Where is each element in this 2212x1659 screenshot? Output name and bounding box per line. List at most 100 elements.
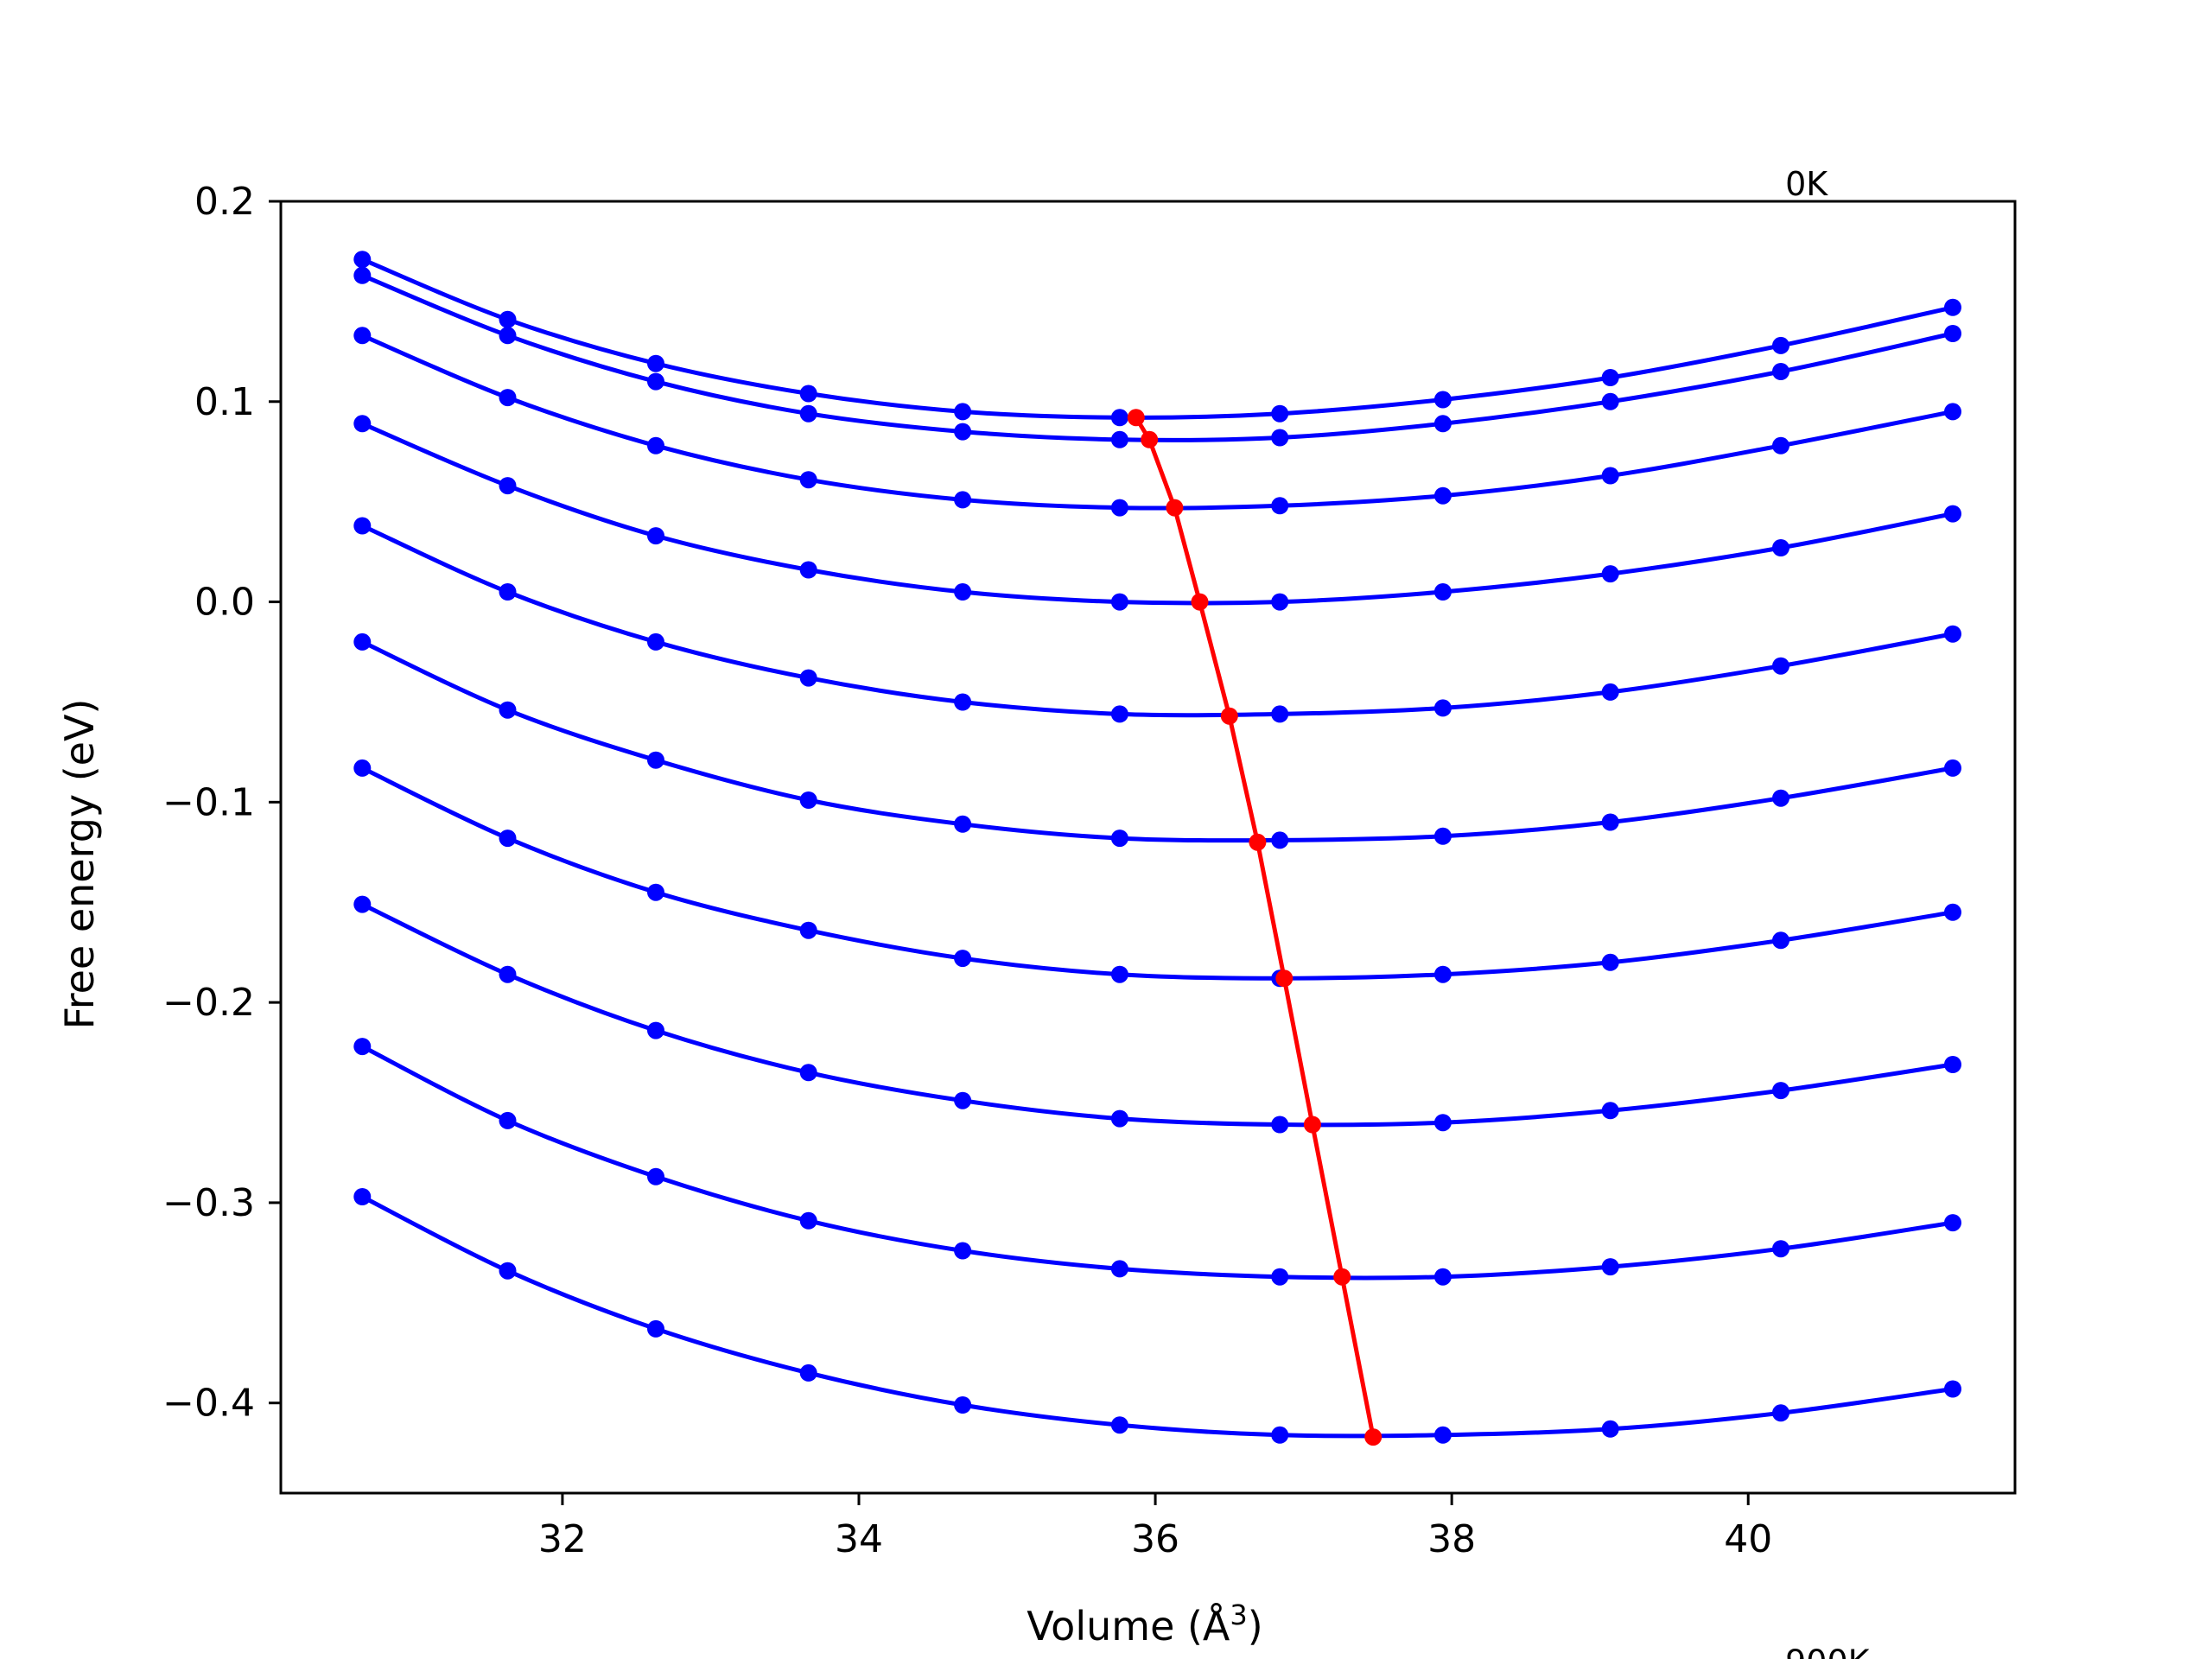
series-6-point-9 xyxy=(1601,813,1619,831)
series-6-point-4 xyxy=(799,791,817,809)
minima-point-10 xyxy=(1364,1428,1382,1446)
series-5-point-9 xyxy=(1601,683,1619,701)
series-1-point-4 xyxy=(799,385,817,403)
series-3-point-8 xyxy=(1433,486,1452,505)
series-7-point-6 xyxy=(1110,965,1128,983)
series-6-point-11 xyxy=(1944,759,1961,777)
series-3-point-3 xyxy=(647,436,664,454)
series-7-point-10 xyxy=(1772,931,1789,950)
series-8-point-1 xyxy=(353,895,372,913)
series-1-point-3 xyxy=(647,354,664,372)
series-7-point-8 xyxy=(1433,965,1452,983)
series-6-point-8 xyxy=(1433,827,1452,845)
series-3-point-1 xyxy=(353,327,372,345)
series-3-point-2 xyxy=(499,389,517,407)
series-7-point-1 xyxy=(353,759,372,777)
series-4-point-5 xyxy=(954,583,972,601)
series-10-point-11 xyxy=(1944,1380,1961,1398)
series-1-point-1 xyxy=(353,251,372,269)
series-4-point-6 xyxy=(1110,593,1128,611)
series-3-point-11 xyxy=(1944,403,1961,421)
series-2-point-4 xyxy=(799,404,817,423)
y-tick-label-3: 0.0 xyxy=(194,581,255,625)
minima-point-7 xyxy=(1275,969,1294,988)
series-1-point-8 xyxy=(1433,391,1452,409)
series-3-point-5 xyxy=(954,491,972,509)
series-4-point-4 xyxy=(799,561,817,579)
series-10-point-4 xyxy=(799,1363,817,1382)
annotation-2: 900K xyxy=(1785,1643,1871,1659)
series-8-point-3 xyxy=(647,1021,664,1039)
x-axis-ticks: 32 34 36 38 40 xyxy=(538,1493,1772,1561)
series-4-point-10 xyxy=(1772,539,1789,556)
x-tick-label-2: 34 xyxy=(835,1517,883,1561)
series-9-point-7 xyxy=(1271,1268,1289,1286)
annotations: 0K 900K xyxy=(1785,165,1871,1659)
series-2-point-7 xyxy=(1271,429,1289,447)
series-3-point-4 xyxy=(799,471,817,489)
series-2-point-3 xyxy=(647,372,664,391)
series-9-point-11 xyxy=(1944,1214,1961,1232)
series-1-point-2 xyxy=(499,310,517,328)
y-tick-label-4: −0.1 xyxy=(162,780,255,824)
series-1-point-7 xyxy=(1271,404,1289,423)
y-axis-ticks: 0.2 0.1 0.0 −0.1 −0.2 −0.3 −0.4 xyxy=(162,180,281,1426)
series-5-point-4 xyxy=(799,669,817,687)
x-tick-label-3: 36 xyxy=(1131,1517,1179,1561)
series-7-point-5 xyxy=(954,950,972,968)
series-6-point-1 xyxy=(353,632,372,651)
x-axis-label-close: ) xyxy=(1248,1603,1263,1649)
series-1-point-11 xyxy=(1944,298,1961,316)
series-9-point-8 xyxy=(1433,1268,1452,1286)
series-7-point-9 xyxy=(1601,953,1619,971)
minima-line xyxy=(1134,416,1376,1438)
series-5-point-10 xyxy=(1772,657,1789,675)
series-9-point-10 xyxy=(1772,1240,1789,1258)
series-7-point-11 xyxy=(1944,903,1961,921)
series-8-point-7 xyxy=(1271,1116,1289,1134)
series-8-point-6 xyxy=(1110,1109,1128,1128)
series-5-point-3 xyxy=(647,632,664,651)
series-5-point-7 xyxy=(1271,705,1289,723)
series-2-point-10 xyxy=(1772,363,1789,380)
series-9-point-9 xyxy=(1601,1258,1619,1276)
series-10-point-6 xyxy=(1110,1416,1128,1434)
series-4-point-3 xyxy=(647,527,664,545)
series-8-point-11 xyxy=(1944,1056,1961,1073)
series-8-point-10 xyxy=(1772,1082,1789,1100)
x-axis-label: Volume (Å3) xyxy=(1027,1599,1262,1649)
series-5-point-1 xyxy=(353,517,372,535)
series-8-point-4 xyxy=(799,1064,817,1082)
series-2-point-1 xyxy=(353,266,372,284)
series-1-point-5 xyxy=(954,403,972,421)
series-7-point-4 xyxy=(799,921,817,939)
series-5-point-8 xyxy=(1433,699,1452,717)
series-3-point-10 xyxy=(1772,436,1789,454)
series-4-point-8 xyxy=(1433,583,1452,601)
series-10-point-3 xyxy=(647,1319,664,1338)
y-tick-label-6: −0.3 xyxy=(162,1181,255,1225)
series-9-point-3 xyxy=(647,1167,664,1185)
y-tick-label-7: −0.4 xyxy=(162,1382,255,1426)
plot-frame xyxy=(279,200,2017,1495)
x-tick-label-1: 32 xyxy=(538,1517,587,1561)
series-2-point-2 xyxy=(499,327,517,345)
series-2-point-6 xyxy=(1110,430,1128,448)
series-5-point-6 xyxy=(1110,705,1128,723)
minima-point-2 xyxy=(1141,430,1159,448)
series-4-point-11 xyxy=(1944,505,1961,523)
plot-markers xyxy=(353,251,1961,1446)
y-axis-label: Free energy (eV) xyxy=(56,699,103,1030)
series-7-point-2 xyxy=(499,830,517,848)
series-6-point-10 xyxy=(1772,789,1789,807)
series-2-point-5 xyxy=(954,423,972,441)
y-tick-label-2: 0.1 xyxy=(194,380,255,424)
y-tick-label-5: −0.2 xyxy=(162,981,255,1025)
series-10-point-7 xyxy=(1271,1426,1289,1444)
series-6-point-7 xyxy=(1271,831,1289,849)
series-5-point-11 xyxy=(1944,625,1961,643)
series-5-point-5 xyxy=(954,693,972,711)
minima-point-3 xyxy=(1166,499,1184,517)
annotation-1: 0K xyxy=(1785,165,1828,203)
